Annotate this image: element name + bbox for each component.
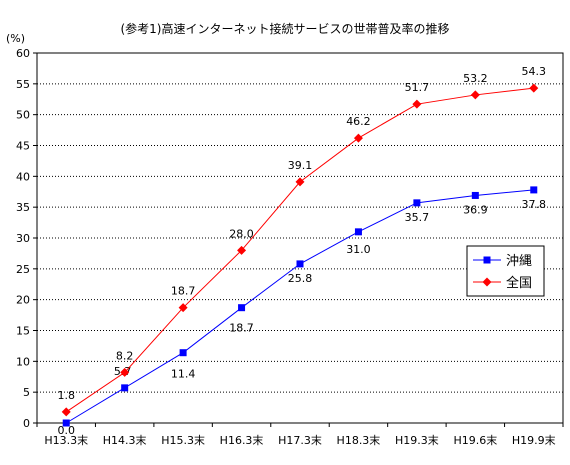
data-point — [237, 245, 247, 255]
y-tick-label: 25 — [16, 263, 30, 276]
data-point — [178, 303, 188, 313]
series-全国: 1.8 8.2 18.7 28.0 39.1 46.2 51.7 53.2 54.3 — [57, 65, 547, 417]
data-point — [471, 191, 479, 199]
data-label: 36.9 — [463, 203, 488, 216]
x-tick-label: H16.3末 — [220, 433, 264, 447]
x-tick-label: H19.6末 — [453, 433, 497, 447]
x-tick-label: H18.3末 — [337, 433, 381, 447]
data-point — [529, 83, 539, 93]
data-point — [238, 304, 246, 312]
data-point — [354, 228, 362, 236]
series-沖縄: 0.05.711.418.725.831.035.736.937.8 — [57, 186, 546, 437]
data-label: 1.8 — [57, 389, 75, 402]
y-tick-label: 55 — [16, 78, 30, 91]
chart-title: (参考1)高速インターネット接続サービスの世帯普及率の推移 — [120, 21, 449, 36]
legend-swatch-marker — [483, 256, 491, 264]
data-label: 51.7 — [405, 81, 430, 94]
x-tick-label: H15.3末 — [161, 433, 205, 447]
y-tick-label: 45 — [16, 140, 30, 153]
data-point — [61, 407, 71, 417]
data-point — [296, 260, 304, 268]
y-tick-label: 50 — [16, 109, 30, 122]
x-tick-label: H19.3末 — [395, 433, 439, 447]
data-point — [295, 177, 305, 187]
data-point — [530, 186, 538, 194]
data-point — [413, 199, 421, 207]
series-layer: 0.05.711.418.725.831.035.736.937.81.88.2… — [57, 65, 546, 437]
x-tick-label: H13.3末 — [44, 433, 88, 447]
axes: 0 5 10 15 20 25 30 35 40 45 50 55 60 H13.3末 H14.3末 H15.… — [16, 47, 564, 447]
data-label: 11.4 — [171, 368, 196, 381]
data-point — [120, 367, 130, 377]
x-tick-label: H19.9末 — [512, 433, 556, 447]
y-tick-label: 5 — [23, 386, 30, 399]
legend-box — [466, 245, 545, 297]
y-tick-label: 30 — [16, 232, 30, 245]
data-point — [62, 419, 70, 427]
data-label: 18.7 — [229, 322, 254, 335]
y-axis-unit-label: (%) — [6, 32, 25, 45]
data-point — [470, 90, 480, 100]
data-label: 8.2 — [116, 349, 134, 362]
y-tick-label: 40 — [16, 170, 30, 183]
data-label: 25.8 — [288, 272, 313, 285]
legend-swatch-marker — [482, 277, 492, 287]
data-label: 46.2 — [346, 115, 371, 128]
data-label: 31.0 — [346, 243, 371, 256]
series-line — [65, 87, 534, 413]
y-tick-label: 60 — [16, 47, 30, 60]
data-label: 35.7 — [405, 211, 430, 224]
data-label: 54.3 — [522, 65, 547, 78]
data-label: 37.8 — [522, 198, 547, 211]
legend-label: 全国 — [506, 275, 532, 291]
data-label: 53.2 — [463, 72, 488, 85]
data-point — [179, 349, 187, 357]
data-label: 39.1 — [288, 159, 313, 172]
gridlines — [37, 83, 563, 393]
data-point — [121, 384, 129, 392]
legend-label: 沖縄 — [506, 254, 532, 269]
y-tick-label: 10 — [16, 355, 30, 368]
y-tick-label: 35 — [16, 201, 30, 214]
data-label: 28.0 — [229, 227, 254, 240]
data-point — [353, 133, 363, 143]
y-tick-label: 0 — [23, 417, 30, 430]
y-tick-label: 15 — [16, 325, 30, 338]
y-tick-label: 20 — [16, 294, 30, 307]
data-point — [412, 99, 422, 109]
x-tick-label: H17.3末 — [278, 433, 322, 447]
series-line — [65, 189, 534, 424]
data-label: 18.7 — [171, 285, 196, 298]
x-tick-label: H14.3末 — [103, 433, 147, 447]
data-label: 0.0 — [57, 424, 75, 437]
